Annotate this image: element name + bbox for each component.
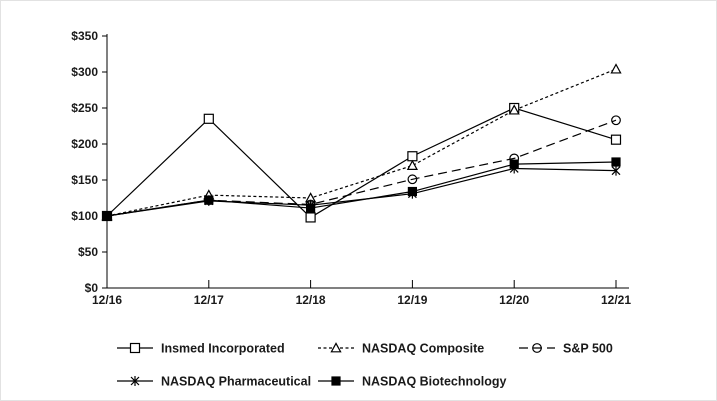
- legend-item-nasdaq-biotechnology: NASDAQ Biotechnology: [318, 375, 506, 389]
- filled-square-marker: [204, 195, 214, 205]
- x-tick-label: 12/21: [601, 293, 631, 307]
- legend-item-insmed-incorporated: Insmed Incorporated: [117, 342, 285, 356]
- legend-item-s-p-500: S&P 500: [519, 342, 613, 356]
- y-tick-label: $100: [71, 209, 98, 223]
- legend-label: NASDAQ Biotechnology: [362, 375, 506, 389]
- open-square-marker: [203, 113, 214, 124]
- legend: Insmed Incorporated NASDAQ Composite S&P 5…: [117, 342, 613, 389]
- series-line-insmed-incorporated: [106, 107, 617, 219]
- x-tick-label: 12/19: [397, 293, 427, 307]
- legend-item-nasdaq-composite: NASDAQ Composite: [318, 342, 484, 356]
- open-square-marker: [129, 342, 141, 354]
- series-line-s-p-500: [106, 119, 617, 217]
- y-tick-label: $350: [71, 29, 98, 43]
- open-square-marker: [305, 212, 316, 223]
- filled-square-marker: [102, 211, 112, 221]
- legend-label: NASDAQ Pharmaceutical: [161, 375, 311, 389]
- open-square-marker: [610, 134, 622, 145]
- asterisk-marker: [130, 376, 140, 386]
- x-tick-label: 12/18: [296, 293, 326, 307]
- open-square-marker: [407, 151, 418, 162]
- y-tick-label: $50: [78, 245, 98, 259]
- legend-label: Insmed Incorporated: [161, 342, 285, 356]
- open-triangle-marker: [610, 63, 622, 74]
- filled-square-marker: [306, 203, 316, 213]
- y-tick-label: $0: [85, 281, 99, 295]
- filled-square-marker: [509, 159, 519, 169]
- filled-square-marker: [331, 376, 341, 386]
- filled-square-marker: [611, 157, 621, 167]
- series-markers-nasdaq-biotechnology: [102, 157, 621, 221]
- x-tick-label: 12/17: [194, 293, 224, 307]
- series-markers-nasdaq-composite: [101, 63, 622, 221]
- series-line-nasdaq-biotechnology: [106, 161, 617, 217]
- open-circle-marker: [532, 343, 542, 353]
- axes: $0 $50 $100 $150 $200 $250 $300 $350 12/16 12/17 1…: [71, 29, 631, 307]
- open-triangle-marker: [406, 159, 419, 170]
- open-triangle-marker: [330, 342, 342, 353]
- open-triangle-marker: [508, 104, 520, 115]
- legend-label: S&P 500: [563, 342, 613, 356]
- y-tick-label: $200: [71, 137, 98, 151]
- y-tick-label: $150: [71, 173, 98, 187]
- y-tick-label: $250: [71, 101, 98, 115]
- filled-square-marker: [407, 186, 417, 197]
- series-line-nasdaq-composite: [106, 68, 617, 217]
- open-circle-marker: [407, 174, 418, 185]
- legend-item-nasdaq-pharmaceutical: NASDAQ Pharmaceutical: [117, 375, 311, 389]
- asterisk-marker: [611, 165, 621, 176]
- legend-label: NASDAQ Composite: [362, 342, 484, 356]
- x-tick-label: 12/16: [92, 293, 122, 307]
- x-tick-label: 12/20: [499, 293, 529, 307]
- y-tick-label: $300: [71, 65, 98, 79]
- open-circle-marker: [611, 115, 621, 126]
